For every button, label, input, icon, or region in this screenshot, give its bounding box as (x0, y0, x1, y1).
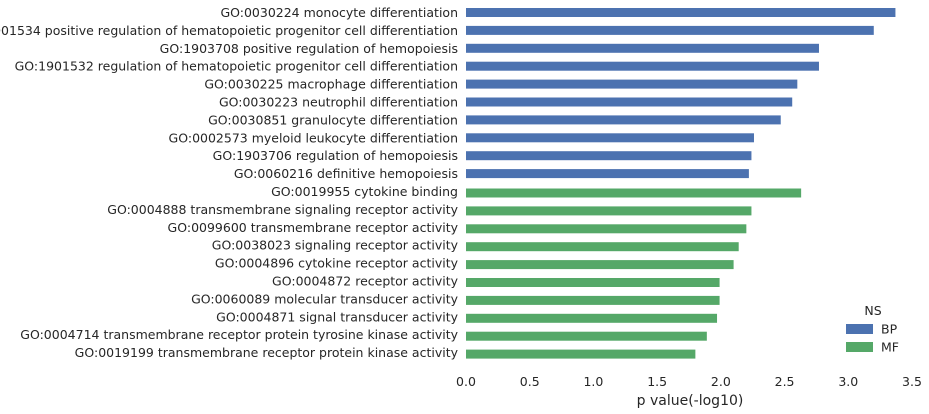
bar-bp (466, 79, 798, 89)
bar-mf (466, 295, 720, 305)
x-tick-label: 3.0 (838, 374, 858, 389)
x-axis-ticks: 0.0 0.5 1.0 1.5 2.0 2.5 3.0 3.5 (456, 374, 922, 389)
legend-swatch-mf (846, 342, 873, 352)
x-tick-label: 1.0 (583, 374, 603, 389)
category-label: GO:0004888 transmembrane signaling recep… (107, 202, 458, 217)
legend: NS BP MF (846, 303, 899, 355)
category-label: GO:0004871 signal transducer activity (216, 309, 458, 324)
bar-bp (466, 115, 781, 125)
bar-bp (466, 43, 819, 53)
bar-bp (466, 133, 754, 143)
category-label: GO:0060089 molecular transducer activity (191, 291, 459, 306)
category-label: GO:0019199 transmembrane receptor protei… (75, 345, 459, 360)
legend-title: NS (864, 303, 881, 318)
bar-mf (466, 260, 734, 270)
bar-bp (466, 151, 752, 161)
bars-group (466, 8, 896, 359)
category-label: GO:0099600 transmembrane receptor activi… (168, 220, 459, 235)
category-label: GO:0019955 cytokine binding (271, 184, 458, 199)
category-label: GO:0038023 signaling receptor activity (212, 238, 459, 253)
x-tick-label: 2.0 (711, 374, 731, 389)
bar-mf (466, 242, 739, 252)
category-label: GO:1901534 positive regulation of hemato… (0, 23, 458, 38)
bar-mf (466, 349, 696, 359)
legend-label: MF (881, 340, 899, 355)
x-tick-label: 3.5 (902, 374, 922, 389)
category-label: GO:1901532 regulation of hematopoietic p… (15, 59, 458, 74)
bar-bp (466, 8, 896, 17)
bar-mf (466, 331, 707, 341)
bar-bp (466, 25, 874, 35)
category-label: GO:0030225 macrophage differentiation (204, 77, 458, 92)
x-tick-label: 0.5 (520, 374, 540, 389)
bar-mf (466, 224, 747, 234)
legend-swatch-bp (846, 324, 873, 334)
category-label: GO:0060216 definitive hemopoiesis (234, 166, 458, 181)
bar-mf (466, 278, 720, 287)
bar-bp (466, 61, 819, 71)
legend-label: BP (881, 322, 898, 337)
bar-mf (466, 188, 802, 198)
category-label: GO:1903706 regulation of hemopoiesis (213, 148, 458, 163)
category-label: GO:0004896 cytokine receptor activity (215, 256, 459, 271)
x-tick-label: 1.5 (647, 374, 667, 389)
category-label: GO:0030851 granulocyte differentiation (208, 112, 458, 127)
category-label: GO:1903708 positive regulation of hemopo… (160, 41, 458, 56)
category-label: GO:0030223 neutrophil differentiation (219, 95, 458, 110)
category-label: GO:0004714 transmembrane receptor protei… (20, 327, 458, 342)
x-axis-title: p value(-log10) (637, 393, 744, 409)
category-label: GO:0004872 receptor activity (272, 274, 459, 289)
category-label: GO:0002573 myeloid leukocyte differentia… (169, 130, 458, 145)
category-label: GO:0030224 monocyte differentiation (220, 5, 458, 20)
x-tick-label: 2.5 (775, 374, 795, 389)
legend-entries: BP MF (846, 322, 899, 355)
bar-bp (466, 169, 749, 179)
bar-bp (466, 97, 793, 107)
bar-mf (466, 206, 752, 216)
x-tick-label: 0.0 (456, 374, 476, 389)
bar-mf (466, 313, 718, 323)
category-labels: GO:0030224 monocyte differentiation GO:19… (0, 5, 459, 360)
